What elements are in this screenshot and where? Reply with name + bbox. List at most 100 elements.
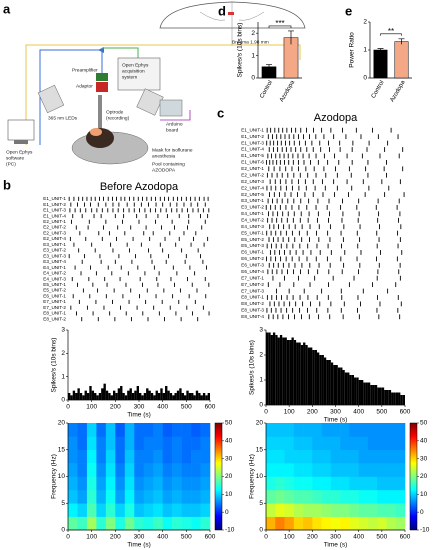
histogram-bar (305, 345, 308, 405)
histogram-bar (186, 390, 189, 400)
histogram-bar (319, 355, 322, 405)
diagram-label: AZODOPA (152, 167, 176, 173)
y-tick-label: 10 (58, 473, 66, 480)
heatmap-cell (124, 463, 135, 477)
heatmap-cell (86, 463, 97, 477)
histogram-bar (340, 367, 343, 405)
histogram-bar (120, 386, 123, 400)
heatmap-cell (349, 463, 359, 477)
x-axis-label: Time (s) (324, 417, 348, 424)
heatmap-cell (68, 503, 78, 517)
heatmap-cell (134, 423, 145, 437)
x-tick-label: 0 (66, 534, 70, 541)
unit-label: E4_UNIT-1 (43, 265, 66, 270)
heatmap-cell (105, 449, 116, 464)
bar (373, 49, 388, 79)
heatmap-cell (330, 423, 341, 437)
heatmap-cell (377, 503, 387, 517)
diagram-label: acquisition (122, 68, 145, 74)
heatmap-cell (162, 489, 173, 504)
heatmap-cell (86, 516, 97, 531)
heatmap-cell (77, 436, 88, 451)
heatmap-cell (395, 463, 406, 477)
heatmap-cell (162, 436, 173, 451)
heatmap-cell (181, 436, 192, 451)
histogram-bar (179, 388, 182, 400)
heatmap-cell (77, 423, 88, 437)
histogram-bar (174, 393, 177, 400)
heatmap-cell (153, 423, 163, 437)
heatmap-cell (77, 516, 88, 531)
heatmap-cell (358, 436, 369, 451)
unit-label: E6_UNIT-3 (241, 263, 264, 268)
unit-label: E2_UNIT-2 (241, 172, 264, 177)
y-tick-label: 3 (61, 327, 65, 334)
diagram-label: software (6, 155, 24, 161)
raster-title: Azodopa (314, 112, 358, 124)
heatmap-cell (266, 423, 276, 437)
panel-label: e (345, 3, 352, 18)
heatmap-cell (105, 463, 116, 477)
heatmap-cell (330, 436, 341, 451)
heatmap-cell (266, 476, 276, 491)
heatmap-cell (321, 463, 332, 477)
histogram-bar (134, 390, 137, 400)
histogram-bar (360, 380, 364, 405)
heatmap-cell (134, 449, 145, 464)
heatmap-cell (181, 476, 192, 491)
significance-bracket (268, 25, 292, 28)
histogram-bar (89, 386, 92, 400)
x-tick-label: 500 (376, 534, 387, 541)
unit-label: E1_UNIT-1 (241, 127, 264, 132)
error-bar (377, 48, 384, 52)
histogram-bar (176, 390, 180, 400)
heatmap-cell (293, 489, 304, 504)
unit-label: E1_UNIT-1 (43, 196, 66, 201)
heatmap-cell (386, 516, 397, 531)
histogram-bar (165, 386, 168, 400)
heatmap-cell (200, 436, 211, 451)
x-axis-label: Time (s) (127, 542, 151, 549)
heatmap-cell (377, 436, 387, 451)
heatmap-cell (266, 516, 276, 531)
heatmap-cell (172, 449, 182, 464)
heatmap-cell (191, 503, 201, 517)
diagram-label: (PC) (6, 161, 16, 167)
histogram-bar (395, 392, 399, 405)
histogram-bar (275, 335, 278, 405)
histogram-bar (270, 335, 273, 405)
heatmap-cell (377, 423, 387, 437)
raster-title: Before Azodopa (100, 181, 179, 193)
heatmap-cell (293, 463, 304, 477)
recording-site (228, 12, 234, 15)
unit-label: E2_UNIT-1 (241, 166, 264, 171)
heatmap-cell (303, 436, 313, 451)
histogram-bar (344, 372, 348, 405)
x-tick-label: 200 (110, 534, 121, 541)
pc-stand (14, 140, 28, 144)
arduino-box (159, 99, 183, 117)
x-axis-label: Time (s) (324, 542, 348, 549)
histogram-bar (101, 388, 104, 400)
heatmap-cell (153, 436, 163, 451)
heatmap-cell (143, 449, 154, 464)
heatmap-cell (124, 516, 135, 531)
unit-label: E3_UNIT-1 (43, 242, 66, 247)
heatmap-cell (330, 449, 341, 464)
histogram-bar (307, 347, 311, 405)
heatmap-cell (200, 423, 211, 437)
heatmap-cell (377, 463, 387, 477)
unit-label: E4_UNIT-2 (241, 218, 264, 223)
histogram-bar (289, 340, 292, 405)
diagram-label: Open Ephys (6, 149, 33, 155)
histogram-bar (136, 386, 139, 400)
heatmap-cell (367, 476, 378, 491)
heatmap-cell (172, 463, 182, 477)
heatmap-cell (293, 516, 304, 531)
heatmap-cell (266, 449, 276, 464)
histogram-bar (82, 395, 85, 400)
preamplifier-box (96, 73, 108, 81)
heatmap-cell (293, 503, 304, 517)
bar (394, 41, 409, 79)
